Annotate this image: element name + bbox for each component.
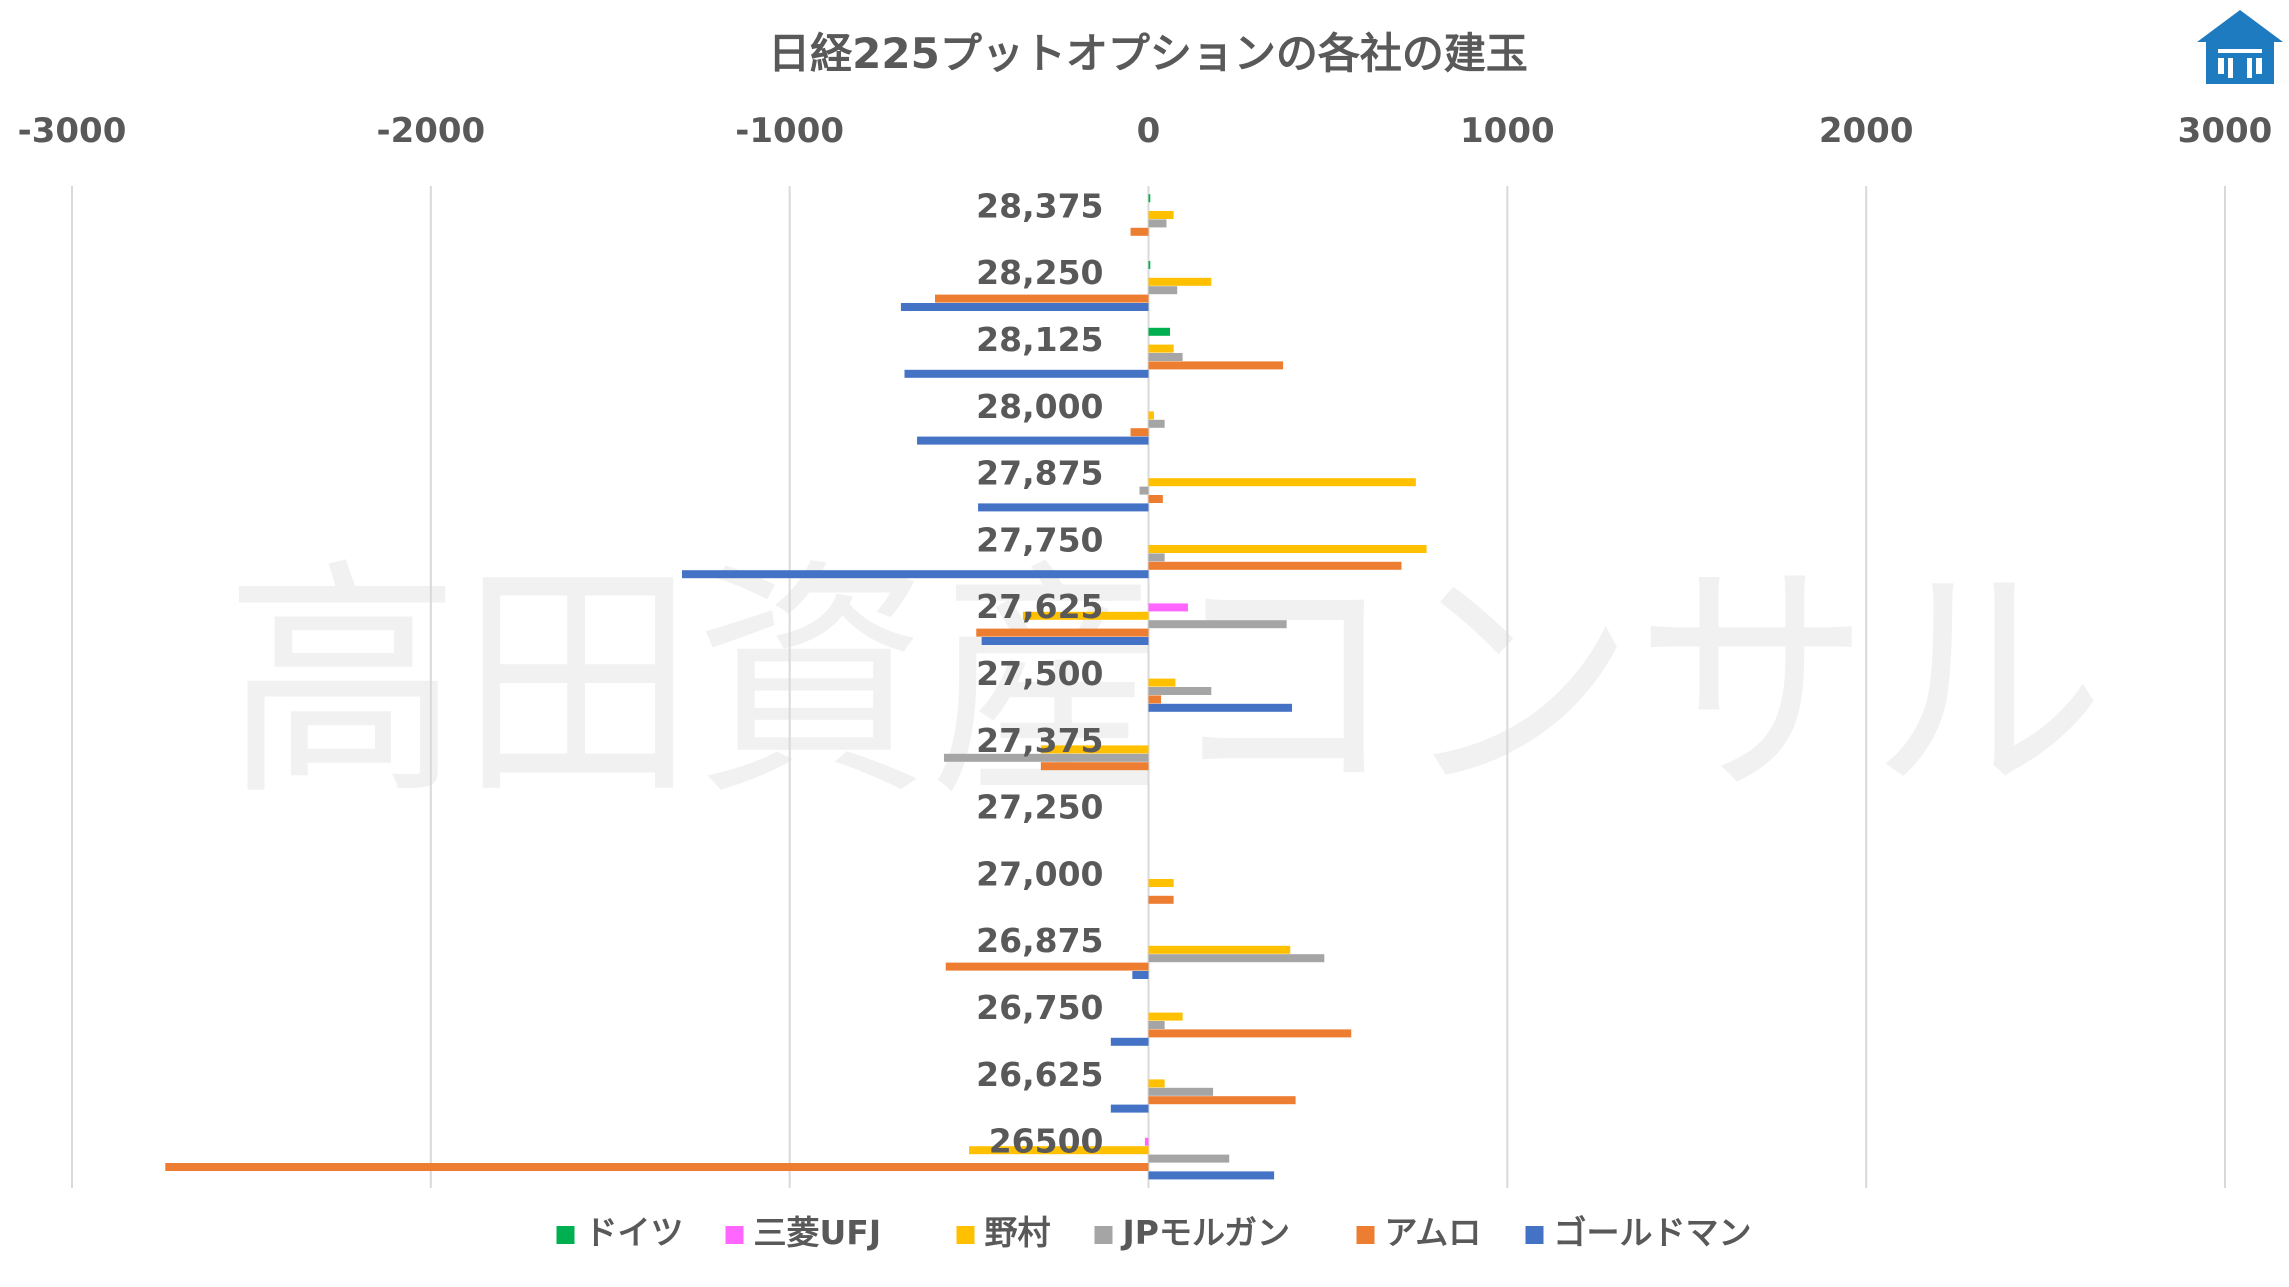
category-label: 28,250 [976,253,1103,292]
bars [165,194,1427,1180]
bar [1148,1079,1165,1088]
bar [1148,1171,1275,1180]
bar [1148,495,1163,503]
x-tick-label: 2000 [1819,111,1914,151]
legend-swatch [956,1226,975,1244]
chart-title: 日経225プットオプションの各社の建玉 [768,29,1528,78]
legend-label: 三菱UFJ [754,1213,882,1252]
bar [1110,1104,1149,1113]
legend-label: アムロ [1385,1213,1482,1252]
category-label: 26,625 [976,1055,1103,1094]
legend-swatch [1525,1226,1544,1244]
legend: ドイツ 三菱UFJ 野村 JPモルガン アムロ ゴールドマン [556,1213,1752,1252]
legend-swatch [725,1226,744,1244]
bar [1139,486,1149,495]
category-label: 26,875 [976,921,1103,960]
bar [981,637,1149,645]
bar [978,503,1149,512]
bar [1148,277,1212,286]
logo [2197,10,2283,84]
bar [1148,879,1174,887]
bar [1148,678,1176,687]
bar [1148,695,1162,704]
bar [900,303,1149,311]
category-labels: 28,375 28,250 28,125 28,000 27,875 27,750 27,6… [976,186,1103,1160]
category-label: 27,250 [976,788,1103,827]
bar [1148,327,1171,336]
bar [1148,895,1174,904]
category-label: 27,625 [976,587,1103,626]
bar [1148,1021,1165,1029]
bar [1148,553,1165,562]
bar [976,628,1149,637]
legend-label: ゴールドマン [1554,1213,1752,1252]
x-tick-labels: -3000 -2000 -1000 0 1000 2000 3000 [18,111,2273,151]
category-label: 28,375 [976,186,1103,225]
category-label: 28,000 [976,387,1103,426]
legend-swatch [1356,1226,1375,1244]
bar [1148,261,1151,269]
bar [1148,603,1188,612]
legend-label: 野村 [985,1213,1051,1252]
bar [1148,703,1293,712]
bar [1144,1137,1149,1146]
category-label: 27,750 [976,520,1103,559]
bar [682,570,1149,579]
bar [1040,762,1149,771]
category-label: 26,750 [976,988,1103,1027]
bar [1148,1012,1183,1021]
bar [934,294,1149,303]
legend-label: JPモルガン [1121,1213,1290,1252]
x-tick-label: 0 [1137,111,1161,151]
bar [1148,194,1151,203]
bar [1148,361,1284,370]
bar [1148,545,1427,553]
bar [1132,971,1149,979]
bar [917,436,1149,445]
bar [1148,687,1212,695]
x-tick-label: 3000 [2178,111,2273,151]
bar [1148,411,1154,420]
bar [1130,227,1149,236]
category-label: 28,125 [976,320,1103,359]
legend-swatch [556,1226,575,1244]
bar [1022,611,1149,620]
bar [1148,620,1287,629]
bar [969,1146,1149,1155]
bar [165,1163,1149,1171]
bar [1148,353,1183,361]
bar [1148,419,1165,428]
bar [1148,344,1174,353]
category-label: 26500 [989,1122,1104,1161]
x-tick-label: 1000 [1460,111,1555,151]
bar [1148,945,1291,954]
category-label: 27,375 [976,721,1103,760]
bar [1148,561,1402,570]
bar [1130,428,1149,437]
bar [1148,1096,1296,1105]
house-logo-icon [2197,10,2283,84]
x-tick-label: -2000 [376,111,485,151]
bar [1110,1037,1149,1046]
category-label: 27,500 [976,654,1103,693]
bar [1148,219,1167,228]
category-label: 27,000 [976,854,1103,893]
bar [1148,211,1174,219]
x-tick-label: -3000 [18,111,127,151]
bar [943,753,1149,762]
legend-label: ドイツ [585,1213,684,1252]
legend-swatch [1094,1226,1113,1244]
bar [1148,286,1178,295]
bar [1148,1029,1352,1038]
bar [1148,478,1416,487]
x-tick-label: -1000 [735,111,844,151]
bar [1148,1087,1214,1096]
bar [1148,1154,1230,1163]
bar [1040,745,1149,754]
bar [945,962,1149,971]
bar [1148,954,1325,963]
category-label: 27,875 [976,454,1103,493]
bar [904,369,1149,378]
